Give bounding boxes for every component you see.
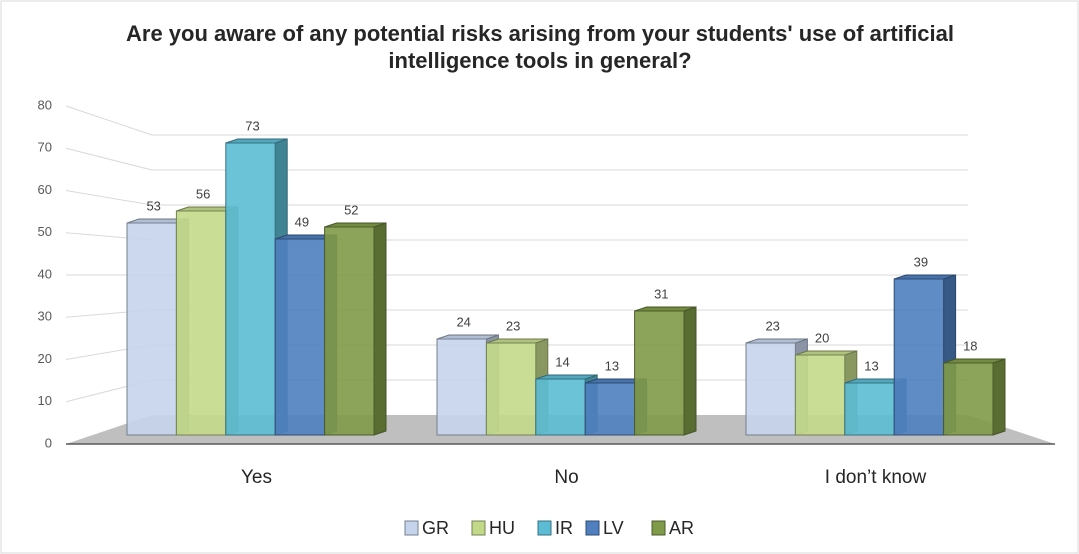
legend-label: LV [603,518,624,538]
bar [126,222,177,436]
data-label: 23 [506,318,520,333]
data-label: 13 [864,358,878,373]
bar-top [324,222,387,228]
data-label: 56 [196,186,210,201]
grid-line [65,147,153,171]
bar-top [943,358,1006,364]
grid-line [65,190,153,206]
bar-top [634,306,697,312]
bar [844,382,895,436]
data-label: 14 [555,354,569,369]
bar-top [225,138,288,144]
bar-side [373,222,387,436]
data-label: 52 [344,202,358,217]
legend-swatch [537,520,552,536]
legend-label: IR [555,518,573,538]
data-label: 20 [815,330,829,345]
y-tick-label: 80 [38,97,52,112]
bar-top [745,338,808,344]
y-tick-label: 50 [38,224,52,239]
chart-title: Are you aware of any potential risks ari… [126,21,954,73]
bar [175,210,227,436]
legend-swatch [471,520,486,536]
bar [794,354,846,436]
bar [225,142,276,436]
bar-top [795,350,857,356]
y-tick-label: 60 [38,182,52,197]
bar [535,378,586,436]
bar [436,338,487,436]
x-tick-label: Yes [241,467,272,488]
legend-swatch [585,520,600,536]
x-tick-label: I don’t know [825,467,927,488]
bar-top [486,338,548,344]
x-tick-label: No [554,467,578,488]
y-tick-label: 30 [38,309,52,324]
legend-swatch [404,520,419,536]
bar [274,238,326,436]
bar-top [535,374,598,380]
y-tick-label: 40 [38,266,52,281]
bar [634,310,685,436]
bar [745,342,796,436]
legend-label: HU [489,518,515,538]
bar [943,362,994,436]
bar-side [992,358,1006,436]
data-label: 24 [456,314,470,329]
bar-top [436,334,499,340]
data-label: 18 [963,338,977,353]
data-label: 13 [605,358,619,373]
data-label: 39 [914,254,928,269]
bar [893,278,945,436]
legend-swatch [651,520,666,536]
y-tick-label: 0 [45,435,52,450]
data-label: 73 [245,118,259,133]
data-label: 23 [765,318,779,333]
legend-label: GR [422,518,449,538]
legend-label: AR [669,518,694,538]
bar-side [683,306,697,436]
bar [485,342,537,436]
data-label: 53 [146,198,160,213]
y-tick-label: 70 [38,140,52,155]
bar [324,226,375,436]
bar-top [894,274,956,280]
y-tick-label: 10 [38,393,52,408]
grid-line [65,105,153,136]
data-label: 31 [654,286,668,301]
y-tick-label: 20 [38,351,52,366]
data-label: 49 [295,214,309,229]
bar [584,382,636,436]
